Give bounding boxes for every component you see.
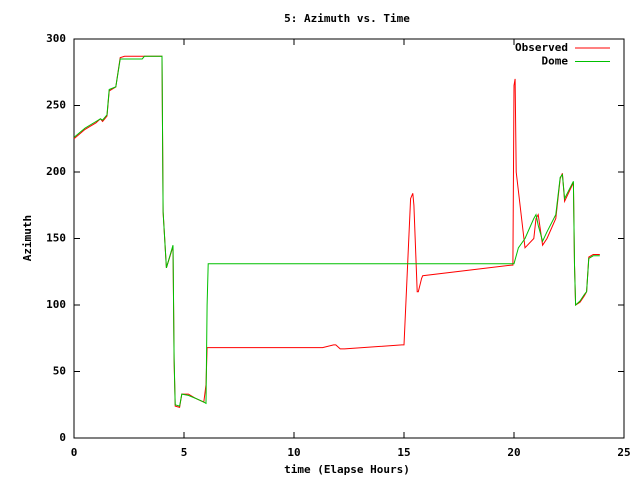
legend-label: Dome [542, 55, 569, 68]
x-tick-label: 0 [71, 446, 78, 459]
y-tick-label: 300 [46, 32, 66, 45]
x-tick-label: 20 [507, 446, 520, 459]
y-axis-label: Azimuth [21, 215, 34, 261]
x-axis-label: time (Elapse Hours) [284, 463, 410, 476]
y-tick-label: 50 [53, 365, 66, 378]
x-tick-label: 10 [287, 446, 300, 459]
y-tick-label: 200 [46, 165, 66, 178]
x-tick-label: 25 [617, 446, 630, 459]
y-tick-label: 100 [46, 298, 66, 311]
legend-label: Observed [515, 41, 568, 54]
y-tick-label: 150 [46, 232, 66, 245]
chart-title: 5: Azimuth vs. Time [284, 12, 410, 25]
y-tick-label: 0 [59, 431, 66, 444]
series-line [73, 55, 600, 407]
y-tick-label: 250 [46, 99, 66, 112]
x-tick-label: 15 [397, 446, 410, 459]
x-tick-label: 5 [181, 446, 188, 459]
